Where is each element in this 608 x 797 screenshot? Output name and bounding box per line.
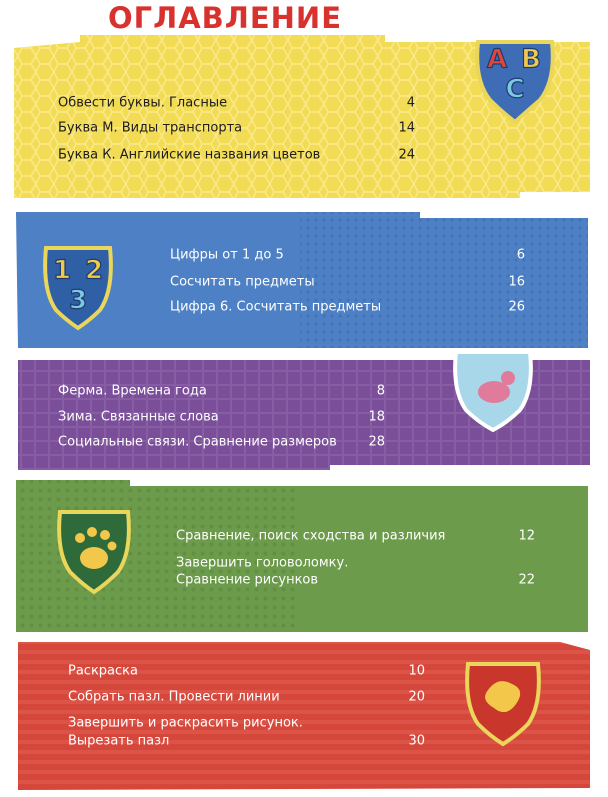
entry-page: 14 — [398, 121, 415, 136]
entry-title: Обвести буквы. Гласные — [58, 96, 227, 111]
badge-glyph: 3 — [69, 286, 87, 316]
purple-band — [18, 360, 590, 470]
shield-paint — [465, 662, 541, 747]
yellow-band — [14, 35, 590, 198]
entry-title: Завершить и раскрасить рисунок. — [68, 716, 303, 731]
badge-glyph: A — [487, 45, 507, 75]
entry-title: Завершить головоломку. — [176, 556, 348, 571]
entry-title: Сравнение рисунков — [176, 573, 318, 588]
entry-page: 30 — [408, 734, 425, 749]
badge-glyph: B — [521, 45, 541, 75]
entry-page: 16 — [508, 275, 525, 290]
entry-page: 24 — [398, 148, 415, 163]
entry-page: 18 — [368, 410, 385, 425]
entry-page: 12 — [518, 529, 535, 544]
entry-page: 22 — [518, 573, 535, 588]
entry-title: Раскраска — [68, 664, 138, 679]
shield-abc — [475, 40, 555, 125]
blue-band — [16, 212, 588, 348]
entry-title: Буква К. Английские названия цветов — [58, 148, 320, 163]
shield-bird — [453, 350, 533, 433]
shield-paw — [57, 510, 131, 595]
entry-title: Собрать пазл. Провести линии — [68, 690, 280, 705]
entry-page: 8 — [377, 384, 385, 399]
red-band — [18, 642, 590, 790]
entry-page: 28 — [368, 435, 385, 450]
entry-page: 4 — [407, 96, 415, 111]
entry-page: 10 — [408, 664, 425, 679]
entry-title: Сравнение, поиск сходства и различия — [176, 529, 445, 544]
entry-title: Цифра 6. Сосчитать предметы — [170, 300, 381, 315]
entry-title: Зима. Связанные слова — [58, 410, 219, 425]
entry-page: 6 — [517, 248, 525, 263]
badge-glyph: 1 — [53, 256, 71, 286]
entry-title: Сосчитать предметы — [170, 275, 315, 290]
entry-title: Ферма. Времена года — [58, 384, 207, 399]
badge-glyph: 2 — [85, 256, 103, 286]
shield-123 — [43, 246, 113, 331]
entry-page: 26 — [508, 300, 525, 315]
entry-title: Вырезать пазл — [68, 734, 169, 749]
entry-title: Буква М. Виды транспорта — [58, 121, 242, 136]
badge-glyph: C — [505, 75, 524, 105]
entry-page: 20 — [408, 690, 425, 705]
title: ОГЛАВЛЕНИЕ — [108, 1, 342, 35]
entry-title: Цифры от 1 до 5 — [170, 248, 284, 263]
entry-title: Социальные связи. Сравнение размеров — [58, 435, 337, 450]
